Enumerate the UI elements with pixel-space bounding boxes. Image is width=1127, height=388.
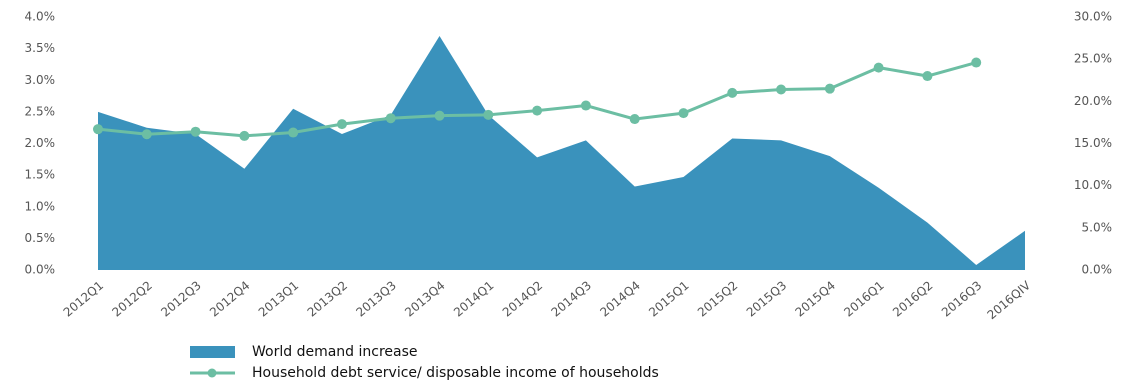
x-tick-label: 2013Q1 — [256, 278, 301, 319]
x-tick-label: 2015Q4 — [793, 278, 838, 319]
y-tick-label: 1.5% — [25, 168, 56, 182]
x-tick-label: 2014Q1 — [451, 278, 496, 319]
x-tick-label: 2014Q2 — [500, 278, 545, 319]
y-tick-label: 2.0% — [25, 136, 56, 150]
legend-label: World demand increase — [252, 344, 418, 360]
x-tick-label: 2016Q1 — [841, 278, 886, 319]
legend-marker — [207, 368, 217, 378]
line-marker — [483, 109, 494, 120]
y2-tick-label: 0.0% — [1082, 263, 1113, 277]
line-marker — [190, 126, 201, 137]
line-marker — [629, 114, 640, 125]
y-tick-label: 1.0% — [25, 199, 56, 213]
y-tick-label: 4.0% — [25, 10, 56, 24]
line-marker — [239, 130, 250, 141]
y2-tick-label: 5.0% — [1082, 220, 1113, 234]
x-tick-label: 2016Q3 — [939, 278, 984, 319]
line-marker — [873, 62, 884, 73]
legend-label: Household debt service/ disposable incom… — [252, 365, 659, 381]
line-marker — [93, 124, 103, 135]
x-tick-label: 2015Q3 — [744, 278, 789, 319]
x-tick-label: 2013Q4 — [402, 278, 447, 319]
x-tick-label: 2016QIV — [985, 278, 1034, 322]
y-tick-label: 0.0% — [25, 263, 56, 277]
x-tick-label: 2013Q2 — [305, 278, 350, 319]
line — [97, 61, 977, 138]
x-tick-label: 2015Q2 — [695, 278, 740, 319]
y2-tick-label: 25.0% — [1074, 52, 1112, 66]
line-marker — [727, 87, 738, 98]
y-tick-label: 3.0% — [25, 73, 56, 87]
line-marker — [385, 113, 396, 124]
y2-tick-label: 20.0% — [1074, 94, 1112, 108]
legend-swatch — [190, 346, 235, 358]
y-tick-label: 3.5% — [25, 41, 56, 55]
line-marker — [824, 83, 835, 94]
x-tick-label: 2015Q1 — [646, 278, 691, 319]
line-marker — [141, 129, 152, 140]
line-marker — [580, 100, 591, 111]
y2-tick-label: 15.0% — [1074, 136, 1112, 150]
y-tick-label: 0.5% — [25, 231, 56, 245]
x-tick-label: 2012Q2 — [109, 278, 154, 319]
x-tick-label: 2013Q3 — [353, 278, 398, 319]
x-tick-label: 2016Q2 — [890, 278, 935, 319]
y-tick-label: 2.5% — [25, 104, 56, 118]
y2-tick-label: 10.0% — [1074, 178, 1112, 192]
x-tick-label: 2014Q4 — [597, 278, 642, 319]
area — [98, 35, 1025, 270]
line-marker — [434, 110, 445, 121]
x-tick-label: 2014Q3 — [549, 278, 594, 319]
line-marker — [678, 108, 689, 119]
x-tick-label: 2012Q1 — [61, 278, 106, 319]
line-marker — [336, 119, 347, 130]
line-marker — [922, 71, 933, 82]
line-marker — [532, 105, 543, 116]
line-marker — [971, 57, 982, 68]
legend: World demand increase Household debt serv… — [190, 344, 659, 381]
line-marker — [288, 127, 299, 138]
x-tick-label: 2012Q3 — [158, 278, 203, 319]
y2-tick-label: 30.0% — [1074, 10, 1112, 24]
x-tick-label: 2012Q4 — [207, 278, 252, 319]
line-marker — [776, 84, 787, 95]
